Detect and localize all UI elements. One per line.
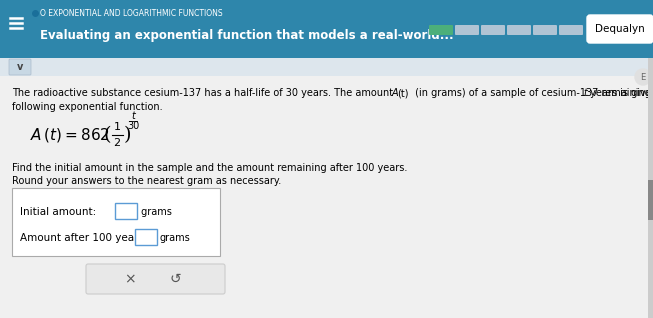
Text: (in grams) of a sample of cesium-137 remaining after: (in grams) of a sample of cesium-137 rem… xyxy=(412,88,653,98)
Text: A: A xyxy=(392,88,398,98)
FancyBboxPatch shape xyxy=(86,264,225,294)
Text: 30: 30 xyxy=(127,121,139,131)
FancyBboxPatch shape xyxy=(0,0,653,58)
FancyBboxPatch shape xyxy=(115,203,137,219)
Text: Round your answers to the nearest gram as necessary.: Round your answers to the nearest gram a… xyxy=(12,176,281,186)
FancyBboxPatch shape xyxy=(429,25,453,35)
Text: t: t xyxy=(583,88,587,98)
Text: following exponential function.: following exponential function. xyxy=(12,102,163,112)
FancyBboxPatch shape xyxy=(0,58,653,318)
FancyBboxPatch shape xyxy=(12,188,220,256)
Text: t: t xyxy=(131,111,135,121)
Text: 2: 2 xyxy=(114,138,121,148)
Text: (t): (t) xyxy=(397,88,409,98)
Text: The radioactive substance cesium-137 has a half-life of 30 years. The amount: The radioactive substance cesium-137 has… xyxy=(12,88,396,98)
Text: (: ( xyxy=(103,126,111,144)
Text: Amount after 100 years:: Amount after 100 years: xyxy=(20,233,148,243)
Text: Evaluating an exponential function that models a real-world...: Evaluating an exponential function that … xyxy=(40,29,454,42)
Text: $A\,(t) = 862$: $A\,(t) = 862$ xyxy=(30,126,110,144)
FancyBboxPatch shape xyxy=(587,15,653,43)
Text: 1/5: 1/5 xyxy=(590,25,605,35)
Text: years is given by the: years is given by the xyxy=(587,88,653,98)
Text: v: v xyxy=(17,62,24,72)
Text: E: E xyxy=(641,73,646,81)
Text: ): ) xyxy=(123,126,131,144)
FancyBboxPatch shape xyxy=(507,25,531,35)
FancyBboxPatch shape xyxy=(135,229,157,245)
Text: O EXPONENTIAL AND LOGARITHMIC FUNCTIONS: O EXPONENTIAL AND LOGARITHMIC FUNCTIONS xyxy=(40,10,223,18)
FancyBboxPatch shape xyxy=(0,58,653,76)
Text: ×: × xyxy=(124,272,136,286)
FancyBboxPatch shape xyxy=(9,59,31,75)
Text: 1: 1 xyxy=(114,122,121,132)
FancyBboxPatch shape xyxy=(481,25,505,35)
Circle shape xyxy=(635,69,651,85)
Text: Dequalyn: Dequalyn xyxy=(595,24,645,34)
Text: ↺: ↺ xyxy=(169,272,181,286)
Text: grams: grams xyxy=(159,233,190,243)
FancyBboxPatch shape xyxy=(559,25,583,35)
Text: Find the initial amount in the sample and the amount remaining after 100 years.: Find the initial amount in the sample an… xyxy=(12,163,407,173)
FancyBboxPatch shape xyxy=(648,58,653,318)
Text: Initial amount:: Initial amount: xyxy=(20,207,96,217)
FancyBboxPatch shape xyxy=(648,180,653,220)
FancyBboxPatch shape xyxy=(533,25,557,35)
Text: grams: grams xyxy=(138,207,172,217)
FancyBboxPatch shape xyxy=(455,25,479,35)
